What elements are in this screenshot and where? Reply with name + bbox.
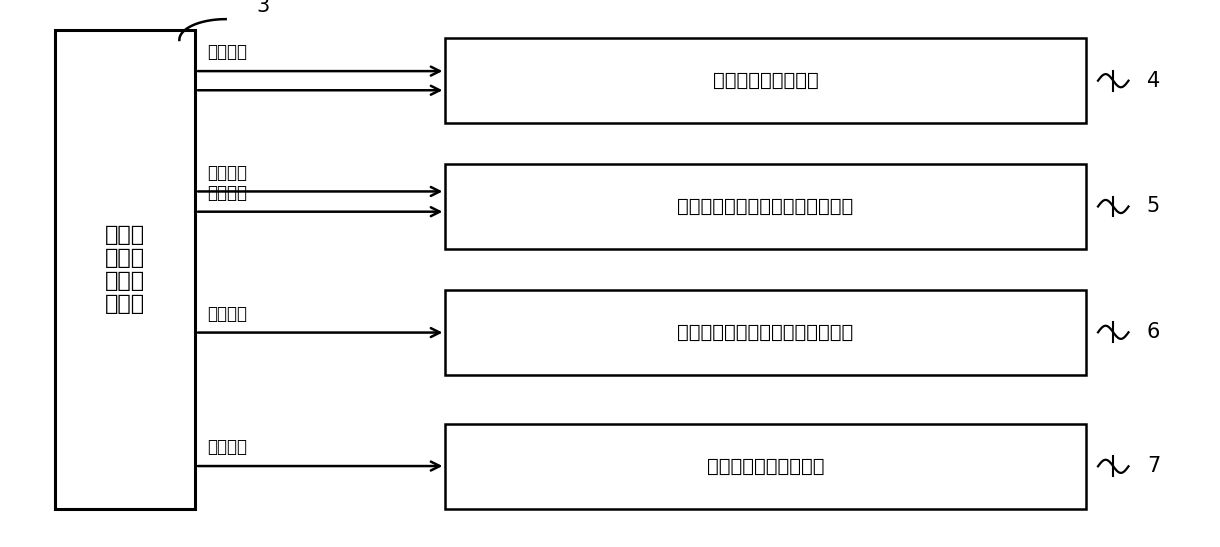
Text: 变压器铁芯夹件电流在线监测设备: 变压器铁芯夹件电流在线监测设备	[677, 323, 854, 342]
Bar	[445, 290, 1086, 375]
Text: 3: 3	[256, 0, 270, 16]
Text: 检测电流: 检测电流	[207, 43, 248, 61]
Text: 4: 4	[1147, 71, 1160, 91]
Text: 检测电流: 检测电流	[207, 305, 248, 323]
Bar	[445, 164, 1086, 249]
Bar	[445, 424, 1086, 509]
Text: 7: 7	[1147, 456, 1160, 476]
Text: 检测电流: 检测电流	[207, 164, 248, 182]
Text: 5: 5	[1147, 196, 1160, 217]
Text: 高频电流在线监测设备: 高频电流在线监测设备	[706, 457, 825, 476]
Text: 6: 6	[1147, 322, 1160, 342]
Bar	[55, 30, 195, 509]
Bar	[445, 38, 1086, 123]
Text: 避雷器在线监测设备: 避雷器在线监测设备	[712, 71, 819, 90]
Text: 检测电流: 检测电流	[207, 438, 248, 456]
Text: 参考电压: 参考电压	[207, 184, 248, 202]
Text: 电容型设备电容电流在线监测设备: 电容型设备电容电流在线监测设备	[677, 197, 854, 216]
Text: 多功能
电压电
流信号
发生器: 多功能 电压电 流信号 发生器	[105, 225, 145, 314]
